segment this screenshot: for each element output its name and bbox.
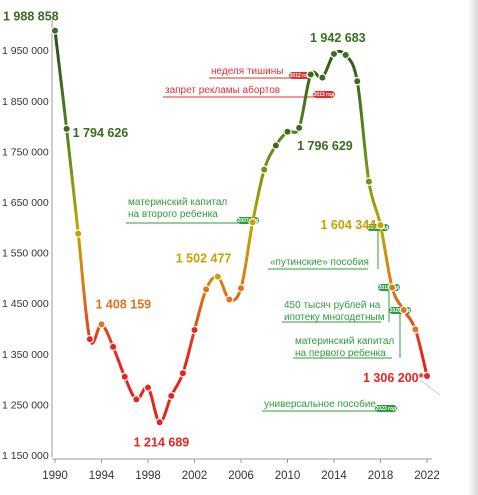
year-badge-text: 2023 год (376, 406, 398, 412)
data-point (329, 49, 339, 59)
value-label: 1 502 477 (176, 252, 232, 266)
y-axis: 1 150 000 1 250 000 1 350 000 1 450 000 1 55… (2, 20, 53, 462)
value-label: 1 794 626 (73, 126, 129, 140)
data-point (422, 371, 432, 381)
y-tick-label: 1 350 000 (2, 349, 49, 361)
value-label: 1 796 629 (297, 139, 353, 153)
data-point (108, 342, 118, 352)
value-label: 1 306 200* (363, 371, 424, 385)
data-point (283, 127, 292, 136)
value-label: 1 214 689 (134, 435, 190, 449)
leader-line (419, 379, 441, 396)
data-point (213, 272, 222, 281)
data-point (364, 177, 374, 186)
right-edge-shadow (468, 0, 478, 495)
data-point (50, 26, 60, 35)
y-tick-label: 1 850 000 (2, 96, 49, 108)
annotation-text: на второго ребенка (128, 208, 218, 220)
year-badge (313, 91, 335, 98)
year-badge-text: 2013 год (314, 92, 336, 98)
year-badge-text: 2012 год (290, 73, 312, 79)
data-point (387, 283, 397, 292)
data-point (294, 123, 304, 133)
data-point (260, 165, 269, 174)
value-label: 1 942 683 (310, 31, 366, 45)
y-tick-label: 1 550 000 (2, 248, 49, 260)
annotation-text: «путинские» пособия (270, 256, 369, 268)
x-tick-label: 2010 (275, 470, 301, 482)
annotation-text: ипотеку многодетным (284, 312, 385, 323)
value-label: 1 988 858 (3, 10, 59, 24)
data-point (85, 334, 95, 344)
year-badge (289, 72, 311, 79)
y-tick-label: 1 650 000 (2, 197, 49, 209)
year-badge (375, 405, 397, 412)
data-point (74, 229, 83, 238)
value-labels: 1 988 858 1 794 626 1 408 159 1 214 689 1 50… (3, 10, 424, 450)
data-point (306, 70, 315, 79)
data-point (271, 141, 281, 150)
x-tick-label: 2014 (321, 470, 347, 482)
annotation-text: на первого ребенка (295, 347, 386, 359)
y-tick-label: 1 750 000 (2, 146, 49, 158)
x-tick-label: 2006 (228, 470, 254, 482)
annotation: универсальное пособие 2023 год (262, 398, 397, 412)
data-point (341, 50, 350, 60)
data-point (143, 383, 153, 392)
y-tick-label: 1 450 000 (2, 298, 49, 310)
data-point (167, 391, 176, 401)
annotation: запрет рекламы абортов 2013 год (163, 84, 335, 98)
data-point (178, 369, 188, 378)
data-point (248, 218, 257, 227)
x-tick-label: 1990 (42, 470, 68, 482)
y-tick-label: 1 250 000 (2, 399, 49, 411)
annotation-text: неделя тишины (211, 66, 283, 77)
data-point (225, 295, 234, 304)
data-point (236, 284, 246, 293)
data-point (120, 372, 129, 381)
data-point (201, 285, 211, 294)
annotation-text: материнский капитал (128, 197, 227, 208)
data-point (97, 320, 106, 329)
policy-annotations: неделя тишины 2012 год запрет рекламы абор… (126, 66, 441, 412)
y-tick-label: 1 150 000 (2, 450, 49, 462)
x-axis: 1990 1994 1998 2002 2006 2010 2014 2018 2022 (42, 458, 440, 482)
annotation-text: универсальное пособие (264, 398, 376, 410)
annotation-text: материнский капитал (295, 336, 394, 347)
value-label: 1 408 159 (96, 297, 152, 311)
x-tick-label: 2018 (368, 470, 394, 482)
data-point (399, 305, 408, 315)
x-tick-label: 1998 (135, 470, 161, 482)
annotation-text: запрет рекламы абортов (165, 84, 280, 96)
data-point (132, 395, 141, 404)
data-point (318, 73, 327, 82)
year-badge-text: 2007 год (238, 218, 260, 224)
annotation: неделя тишины 2012 год (209, 66, 311, 79)
x-tick-label: 2002 (182, 470, 208, 482)
annotation-text: 450 тысяч рублей на (284, 299, 381, 311)
data-point (353, 77, 362, 86)
y-tick-label: 1 950 000 (2, 45, 49, 57)
value-label: 1 604 344 (321, 218, 377, 232)
x-tick-label: 1994 (89, 470, 115, 482)
data-point (411, 325, 420, 334)
data-point (62, 124, 71, 134)
data-point (190, 325, 199, 335)
data-points (50, 26, 432, 427)
data-point (376, 220, 385, 230)
data-point (155, 418, 164, 427)
series-line (53, 29, 429, 424)
x-tick-label: 2022 (414, 470, 440, 482)
